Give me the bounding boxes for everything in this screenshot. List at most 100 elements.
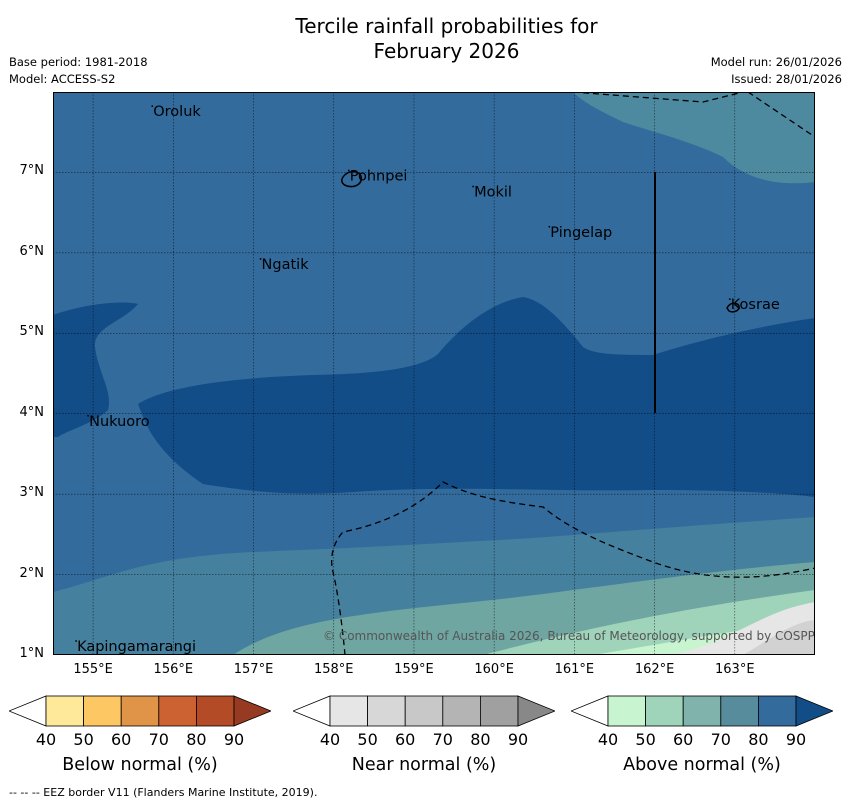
title-line-1: Tercile rainfall probabilities for (295, 14, 598, 38)
colorbar-segment (645, 695, 684, 727)
eez-footer-note: -- -- -- EEZ border V11 (Flanders Marine… (9, 786, 318, 799)
colorbar-tick: 70 (710, 730, 731, 749)
band-above-90 (53, 297, 815, 497)
pohnpei-island-outline (341, 170, 363, 188)
lon-tick-label: 156°E (153, 662, 194, 677)
copyright-text: © Commonwealth of Australia 2026, Bureau… (323, 629, 815, 643)
lat-tick-label: 2°N (19, 565, 45, 581)
colorbar-segment (479, 695, 519, 727)
island-label: Pingelap (550, 225, 612, 241)
island-label: Kapingamarangi (77, 639, 196, 655)
colorbar-tick: 60 (673, 730, 694, 749)
colorbar-tick: 80 (186, 730, 207, 749)
colorbar-segment (45, 695, 84, 727)
colorbar-extend-low (9, 695, 47, 727)
colorbar-label: Near normal (%) (351, 755, 497, 775)
near-normal-patch-2 (743, 620, 815, 655)
lat-tick-label: 5°N (19, 324, 45, 340)
island-shapes (341, 170, 740, 313)
island-marker (151, 105, 154, 108)
colorbar-segment (83, 695, 122, 727)
colorbar-segment (120, 695, 160, 727)
lat-tick-label: 4°N (19, 404, 45, 420)
colorbar-segment (158, 695, 197, 727)
lat-tick-label: 3°N (19, 485, 45, 501)
meta-right: Model run: 26/01/2026 Issued: 28/01/2026 (711, 54, 842, 88)
lon-tick-label: 155°E (73, 662, 113, 677)
model-run: Model run: 26/01/2026 (710, 55, 842, 69)
colorbar-tick: 40 (35, 730, 57, 749)
colorbar-extend-high (233, 695, 271, 727)
colorbar-tick: 90 (507, 730, 529, 749)
colorbar (571, 695, 833, 727)
colorbar-tick: 50 (357, 730, 378, 749)
colorbar-label: Below normal (%) (62, 755, 218, 775)
lon-tick-label: 160°E (474, 662, 514, 677)
lon-tick-label: 157°E (233, 662, 274, 677)
colorbar-extend-high (517, 695, 555, 727)
lat-tick-label: 6°N (19, 243, 45, 259)
island-marker (259, 258, 262, 260)
colorbar-tick: 80 (748, 730, 769, 749)
colorbar-segment (442, 695, 481, 727)
island-marker (75, 640, 77, 642)
colorbar-tick: 60 (395, 730, 416, 749)
island-label: Pohnpei (350, 168, 408, 184)
meta-left: Base period: 1981-2018 Model: ACCESS-S2 (9, 54, 148, 88)
band-70-80-top (573, 92, 815, 184)
colorbar-tick: 90 (785, 730, 807, 749)
colorbar-segment (329, 695, 368, 727)
colorbar-tick: 40 (319, 730, 341, 749)
island-marker (472, 185, 475, 188)
grid-lines (53, 92, 815, 655)
island-label: Ngatik (262, 257, 310, 273)
colorbar-segment (404, 695, 444, 727)
colorbar-tick: 80 (470, 730, 491, 749)
lon-tick-label: 162°E (634, 662, 675, 677)
colorbar-tick: 50 (73, 730, 94, 749)
colorbar-segment (720, 695, 759, 727)
eez-border-top (572, 92, 744, 103)
colorbar-tick: 40 (597, 730, 619, 749)
island-marker (87, 414, 89, 417)
island-label: Nukuoro (89, 414, 150, 430)
colorbar-extend-low (293, 695, 331, 727)
lon-tick-label: 158°E (313, 662, 354, 677)
island-marker (548, 225, 551, 228)
colorbar-label: Above normal (%) (623, 755, 781, 775)
probability-map: Oroluk Pohnpei Mokil Pingelap Ngatik Kosrae Nu… (53, 92, 815, 655)
colorbar (293, 695, 555, 727)
island-labels: Oroluk Pohnpei Mokil Pingelap Ngatik Kosrae Nu… (75, 104, 780, 655)
colorbar-tick: 70 (148, 730, 169, 749)
map-frame (53, 92, 815, 655)
eez-border-bottom (331, 481, 815, 655)
lat-tick-label: 7°N (19, 163, 45, 179)
island-label: Kosrae (731, 297, 780, 313)
eez-border-top-right (747, 92, 815, 138)
colorbar-segment (607, 695, 646, 727)
colorbar (9, 695, 271, 727)
colorbar-extend-high (795, 695, 833, 727)
island-label: Mokil (474, 185, 512, 201)
colorbar-tick: 90 (223, 730, 245, 749)
colorbar-tick: 60 (111, 730, 132, 749)
lon-tick-label: 163°E (715, 662, 755, 677)
base-period: Base period: 1981-2018 (9, 55, 148, 69)
chart-title: Tercile rainfall probabilities for Febru… (0, 14, 850, 64)
colorbar-segment (367, 695, 406, 727)
lat-tick-label: 1°N (19, 646, 45, 661)
colorbar-segment (195, 695, 235, 727)
island-marker (347, 169, 350, 172)
island-label: Oroluk (153, 104, 201, 120)
eez-border (331, 92, 815, 655)
model-name: Model: ACCESS-S2 (9, 72, 116, 86)
kosrae-island-outline (726, 302, 740, 313)
issued-date: Issued: 28/01/2026 (731, 72, 842, 86)
title-line-2: February 2026 (373, 39, 520, 63)
colorbar-segment (757, 695, 797, 727)
colorbar-tick: 70 (432, 730, 453, 749)
lon-tick-label: 159°E (394, 662, 434, 677)
colorbar-tick: 50 (635, 730, 656, 749)
lon-tick-label: 161°E (554, 662, 595, 677)
colorbar-segment (682, 695, 722, 727)
